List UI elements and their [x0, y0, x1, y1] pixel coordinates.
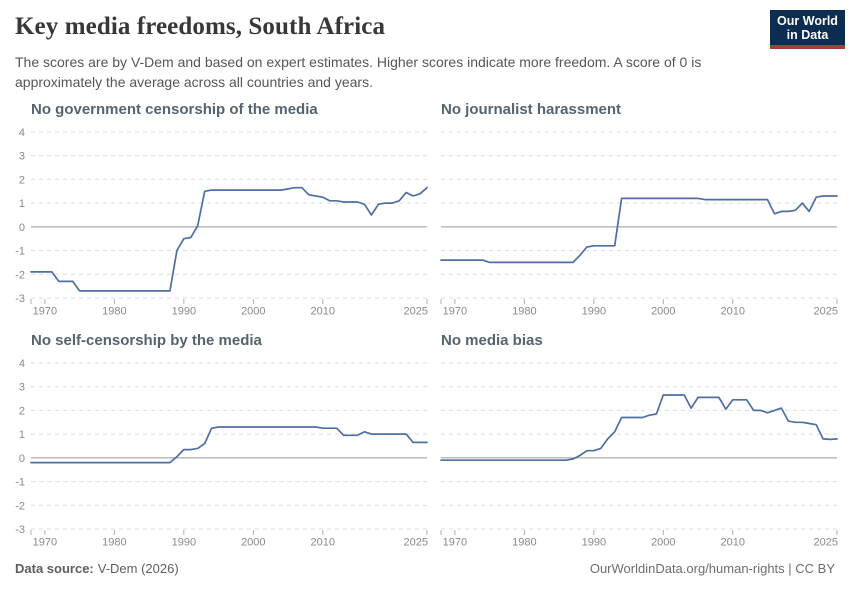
x-axis-label: 2025 — [404, 306, 428, 318]
y-axis-label: -3 — [15, 293, 25, 305]
x-axis-label: 1990 — [172, 306, 196, 318]
x-axis-label: 2000 — [241, 306, 265, 318]
x-axis-label: 2025 — [814, 537, 838, 549]
y-axis-label: -3 — [15, 524, 25, 536]
x-axis-label: 1970 — [33, 537, 57, 549]
x-axis-label: 2010 — [721, 537, 745, 549]
data-source-label: Data source: — [15, 561, 94, 576]
page-subtitle: The scores are by V-Dem and based on exp… — [15, 54, 702, 91]
footer: Data source: V-Dem (2026) OurWorldinData.… — [15, 561, 835, 576]
x-axis-label: 2000 — [651, 537, 675, 549]
y-axis-label: 1 — [19, 198, 25, 210]
x-axis-label: 1970 — [443, 306, 467, 318]
owid-logo-line1: Our World — [777, 14, 838, 28]
line-series-south-africa[interactable] — [440, 195, 838, 264]
y-axis-label: 3 — [19, 382, 25, 394]
chart-canvas-journalist-harassment[interactable]: 1970 1980 1990 2000 2010 2025 — [410, 124, 841, 324]
x-axis-label: 1990 — [582, 306, 606, 318]
line-series-south-africa[interactable] — [440, 394, 838, 462]
x-axis-label: 1980 — [512, 537, 536, 549]
x-axis-label: 2010 — [311, 306, 335, 318]
x-axis-label: 1970 — [443, 537, 467, 549]
x-axis-label: 2000 — [651, 306, 675, 318]
x-axis-label: 2000 — [241, 537, 265, 549]
x-axis-label: 2025 — [404, 537, 428, 549]
y-axis-label: -2 — [15, 269, 25, 281]
panel-title-media-bias: No media bias — [441, 332, 543, 349]
y-axis-label: 3 — [19, 151, 25, 163]
chart-canvas-government-censorship[interactable]: -3 -2 -1 0 1 2 3 4 1970 1980 1990 2000 2010 2025 — [0, 124, 431, 324]
line-series-south-africa[interactable] — [30, 426, 428, 464]
x-axis-label: 2010 — [311, 537, 335, 549]
chart-canvas-self-censorship[interactable]: -3 -2 -1 0 1 2 3 4 1970 1980 1990 2000 2010 2025 — [0, 355, 431, 555]
line-series-south-africa[interactable] — [30, 186, 428, 292]
y-axis-label: 1 — [19, 429, 25, 441]
x-axis-label: 1980 — [512, 306, 536, 318]
y-axis-label: -1 — [15, 246, 25, 258]
panel-title-journalist-harassment: No journalist harassment — [441, 101, 622, 118]
data-source: Data source: V-Dem (2026) — [15, 561, 179, 576]
y-axis-label: 2 — [19, 174, 25, 186]
x-axis-label: 1980 — [102, 537, 126, 549]
panel-title-government-censorship: No government censorship of the media — [31, 101, 318, 118]
x-axis-label: 1980 — [102, 306, 126, 318]
y-axis-label: 2 — [19, 405, 25, 417]
footer-credit-link[interactable]: OurWorldinData.org/human-rights | CC BY — [589, 561, 835, 576]
y-axis-label: 0 — [19, 453, 25, 465]
chart-canvas-media-bias[interactable]: 1970 1980 1990 2000 2010 2025 — [410, 355, 841, 555]
x-axis-label: 1970 — [33, 306, 57, 318]
y-axis-label: 4 — [19, 358, 25, 370]
x-axis-label: 2025 — [814, 306, 838, 318]
y-axis-label: 4 — [19, 127, 25, 139]
page-title: Key media freedoms, South Africa — [15, 13, 386, 40]
x-axis-label: 1990 — [172, 537, 196, 549]
owid-logo-line2: in Data — [786, 28, 829, 42]
owid-logo[interactable]: Our World in Data — [770, 10, 845, 49]
y-axis-label: 0 — [19, 222, 25, 234]
panel-title-self-censorship: No self-censorship by the media — [31, 332, 262, 349]
y-axis-label: -1 — [15, 477, 25, 489]
x-axis-label: 2010 — [721, 306, 745, 318]
y-axis-label: -2 — [15, 500, 25, 512]
data-source-value: V-Dem (2026) — [97, 561, 179, 576]
x-axis-label: 1990 — [582, 537, 606, 549]
